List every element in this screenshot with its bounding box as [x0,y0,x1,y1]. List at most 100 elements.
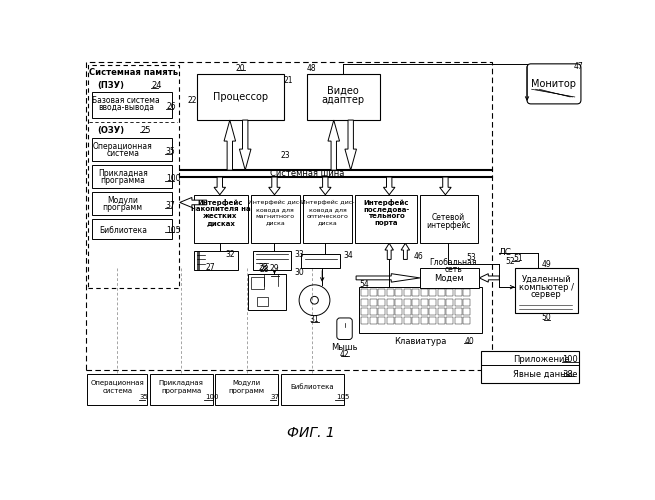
Text: магнитного: магнитного [255,214,295,219]
Bar [455,290,462,296]
Text: Интерфейс дис-: Интерфейс дис- [301,200,354,205]
Bar [194,251,238,270]
Text: 33: 33 [295,250,304,258]
Text: Явные данные: Явные данные [513,370,578,378]
Text: Клавиатура: Клавиатура [394,336,447,345]
Text: Интерфейс дис-: Интерфейс дис- [248,200,302,205]
Bar [438,298,445,306]
Text: Системная шина: Системная шина [270,170,344,178]
Text: 53: 53 [467,252,476,262]
Text: сервер: сервер [531,290,561,300]
Bar [404,298,411,306]
Bar [215,374,278,405]
Bar [455,317,462,324]
Text: ковода для: ковода для [256,207,294,212]
Polygon shape [224,120,236,170]
Text: Удаленный: Удаленный [521,275,571,284]
Bar [396,317,402,324]
Text: программа: программа [161,388,202,394]
Bar [446,308,453,315]
Bar [421,298,428,306]
Text: программ: программ [229,388,265,394]
Text: 105: 105 [166,226,180,234]
Text: программ: программ [103,202,143,211]
Text: диска: диска [318,220,337,226]
Polygon shape [179,198,207,207]
Text: 31: 31 [310,315,320,324]
Bar [387,308,394,315]
Bar [379,290,385,296]
Text: ФИГ. 1: ФИГ. 1 [287,426,335,440]
Bar [481,351,578,384]
Text: 100: 100 [205,394,219,400]
Bar [455,298,462,306]
Bar [355,194,417,244]
Text: 28: 28 [260,265,269,274]
Polygon shape [383,177,395,194]
Text: 37: 37 [271,394,280,400]
Text: Системная память: Системная память [89,68,178,77]
Bar [92,92,172,118]
FancyBboxPatch shape [337,318,352,340]
Text: последова-: последова- [363,206,409,212]
Bar [248,274,286,310]
Text: Видео: Видео [327,86,359,96]
Polygon shape [356,274,420,282]
Text: ввода-вывода: ввода-вывода [98,102,154,112]
Text: 26: 26 [166,102,176,112]
Text: ковода для: ковода для [309,207,346,212]
Bar [86,62,493,370]
Bar [301,254,340,268]
Bar [257,297,267,306]
Bar [463,317,470,324]
Text: 105: 105 [336,394,350,400]
Polygon shape [479,274,499,282]
Text: система: система [106,148,140,158]
Bar [92,138,172,161]
Bar [362,298,368,306]
Bar [362,317,368,324]
Bar [370,317,377,324]
Bar [446,298,453,306]
Bar [438,290,445,296]
Text: тельного: тельного [367,214,405,220]
Text: 46: 46 [413,252,423,261]
Text: Операционная: Операционная [93,142,153,150]
Bar [150,374,213,405]
Text: 27: 27 [206,264,215,272]
Text: 28: 28 [258,264,268,272]
Text: (ОЗУ): (ОЗУ) [98,126,124,134]
Text: (ПЗУ): (ПЗУ) [98,81,124,90]
Text: накопителя на: накопителя на [191,206,250,212]
Bar [396,290,402,296]
Bar [197,74,284,120]
Bar [307,74,380,120]
Text: Операционная: Операционная [90,380,144,386]
Bar [404,317,411,324]
Text: 23: 23 [280,151,290,160]
Text: интерфейс: интерфейс [426,221,471,230]
Polygon shape [440,177,451,194]
Bar [404,290,411,296]
FancyBboxPatch shape [527,64,581,104]
Bar [379,298,385,306]
Bar [420,268,479,288]
Text: жестких: жестких [204,214,238,220]
Bar [92,218,172,240]
Bar [92,164,172,188]
Text: 34: 34 [343,251,353,260]
Polygon shape [240,120,251,170]
Text: компьютер /: компьютер / [519,282,574,292]
Text: сеть: сеть [444,265,462,274]
Bar [412,298,419,306]
Bar [370,290,377,296]
Text: 22: 22 [187,96,197,104]
Text: система: система [102,388,132,394]
Text: 38: 38 [563,370,573,378]
Bar [379,317,385,324]
Text: ЛС: ЛС [499,248,512,257]
Text: 32: 32 [225,250,234,258]
Text: программа: программа [100,176,145,184]
Text: диска: диска [265,220,285,226]
Bar [253,251,291,270]
